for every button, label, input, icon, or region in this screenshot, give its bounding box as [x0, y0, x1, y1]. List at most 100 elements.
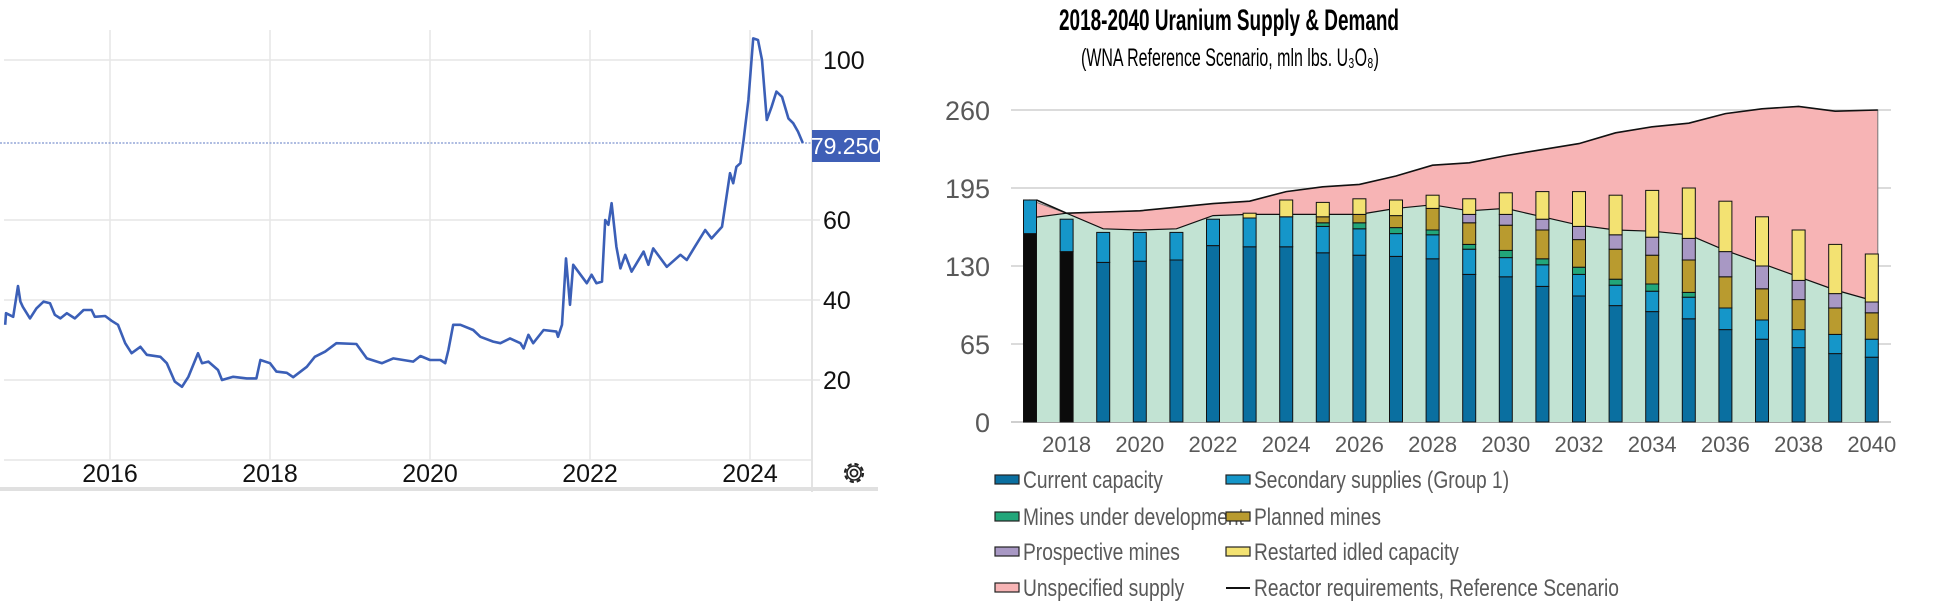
x-tick-label: 2022 [1189, 432, 1238, 457]
bar-prospective-mines [1462, 213, 1477, 224]
bar-restarted-idled-capacity [1681, 187, 1696, 239]
supply-demand-chart: 2018-2040 Uranium Supply & Demand (WNA R… [945, 4, 1896, 602]
bar-current-capacity [1828, 353, 1843, 423]
bar-current-capacity [1645, 311, 1660, 423]
bar-current-capacity [1023, 233, 1037, 423]
bar-current-capacity [1462, 273, 1477, 423]
y-tick-label: 0 [975, 408, 990, 438]
bar-current-capacity [1425, 258, 1440, 423]
bar-mines-under-development [1645, 283, 1660, 292]
last-price-label-bg [812, 130, 880, 162]
legend-item-current-capacity: Current capacity [994, 467, 1163, 494]
bar-secondary-supplies [1242, 217, 1257, 248]
bar-secondary-supplies [1206, 218, 1220, 247]
price-line [3, 37, 804, 389]
bar-planned-mines [1425, 207, 1440, 231]
chart-subtitle: (WNA Reference Scenario, mln lbs. U₃O₈) [1081, 44, 1379, 72]
bar-current-capacity [1572, 295, 1586, 423]
legend-label: Restarted idled capacity [1254, 539, 1459, 566]
bar-prospective-mines [1864, 301, 1879, 314]
legend-item-prospective-mines: Prospective mines [994, 539, 1180, 566]
bar-restarted-idled-capacity [1315, 201, 1330, 218]
legend-swatch [994, 546, 1020, 557]
bar-planned-mines [1791, 299, 1806, 331]
supply-bars [1023, 187, 1879, 423]
bar-restarted-idled-capacity [1279, 199, 1294, 218]
bar-planned-mines [1572, 239, 1586, 268]
legend-label: Prospective mines [1023, 539, 1180, 566]
bar-restarted-idled-capacity [1791, 229, 1806, 281]
bar-secondary-supplies [1389, 233, 1403, 257]
legend-swatch [994, 474, 1020, 485]
bar-current-capacity [1498, 276, 1513, 423]
x-tick-label: 2018 [1042, 432, 1091, 457]
legend-item-mines-under-development: Mines under development [994, 504, 1244, 531]
legend-swatch [994, 582, 1020, 593]
bar-current-capacity [1242, 246, 1257, 423]
price-y-axis: 20 40 60 100 [823, 47, 865, 395]
chart-title: 2018-2040 Uranium Supply & Demand [1059, 4, 1399, 37]
chart-legend: Current capacity Secondary supplies (Grou… [994, 467, 1619, 602]
bar-current-capacity [1315, 252, 1330, 423]
x-tick-label: 2026 [1335, 432, 1384, 457]
x-tick-label: 2034 [1628, 432, 1677, 457]
legend-item-secondary-supplies: Secondary supplies (Group 1) [1225, 467, 1509, 494]
bar-secondary-supplies [1718, 307, 1733, 331]
x-tick-label: 2022 [562, 460, 618, 488]
bar-restarted-idled-capacity [1462, 198, 1477, 215]
bar-prospective-mines [1828, 293, 1843, 309]
y-tick-label: 20 [823, 367, 851, 395]
bar-secondary-supplies [1572, 273, 1586, 297]
bar-restarted-idled-capacity [1645, 189, 1660, 238]
y-tick-label: 40 [823, 287, 851, 315]
identified-supply-area [1030, 204, 1878, 422]
legend-item-unspecified-supply: Unspecified supply [994, 575, 1184, 602]
bar-secondary-supplies [1132, 231, 1147, 262]
bar-secondary-supplies [1425, 234, 1440, 260]
bar-restarted-idled-capacity [1498, 192, 1513, 215]
bar-mines-under-development [1389, 227, 1403, 235]
legend-swatch [1225, 474, 1251, 485]
bar-secondary-supplies [1096, 231, 1111, 263]
x-tick-label: 2028 [1408, 432, 1457, 457]
bar-planned-mines [1535, 229, 1550, 260]
bar-mines-under-development [1608, 278, 1623, 286]
legend-swatch [1225, 546, 1251, 557]
bar-restarted-idled-capacity [1755, 216, 1769, 267]
last-price-value: 79.250 [811, 133, 881, 159]
reactor-requirements-line [1036, 105, 1878, 215]
bar-secondary-supplies [1828, 333, 1843, 355]
bar-prospective-mines [1535, 218, 1550, 231]
bar-restarted-idled-capacity [1864, 253, 1879, 303]
y-tick-label: 60 [823, 207, 851, 235]
legend-item-restarted-idled-capacity: Restarted idled capacity [1225, 539, 1459, 566]
x-tick-label: 2020 [402, 460, 458, 488]
bar-current-capacity [1718, 329, 1733, 423]
reactor-requirements [1036, 105, 1878, 215]
x-tick-label: 2024 [722, 460, 778, 488]
bar-planned-mines [1389, 215, 1403, 229]
x-tick-label: 2024 [1262, 432, 1311, 457]
bar-secondary-supplies [1462, 248, 1477, 275]
legend-label: Unspecified supply [1023, 575, 1184, 602]
bar-prospective-mines [1755, 265, 1769, 290]
bar-current-capacity [1791, 347, 1806, 423]
last-price-label: 79.250 [811, 130, 881, 162]
bar-mines-under-development [1535, 258, 1550, 266]
bar-mines-under-development [1352, 222, 1367, 230]
x-tick-label: 2040 [1847, 432, 1896, 457]
legend-label: Secondary supplies (Group 1) [1254, 467, 1509, 494]
bar-secondary-supplies [1279, 216, 1294, 248]
x-tick-label: 2032 [1555, 432, 1604, 457]
bar-current-capacity [1389, 255, 1403, 423]
bar-secondary-supplies [1315, 225, 1330, 254]
bar-planned-mines [1498, 224, 1513, 251]
bar-secondary-supplies [1755, 319, 1769, 340]
bar-current-capacity [1206, 245, 1220, 423]
bar-restarted-idled-capacity [1425, 194, 1440, 209]
bar-current-capacity [1864, 356, 1879, 423]
bar-current-capacity [1352, 254, 1367, 423]
gear-icon[interactable] [843, 462, 865, 484]
bar-mines-under-development [1462, 243, 1477, 250]
